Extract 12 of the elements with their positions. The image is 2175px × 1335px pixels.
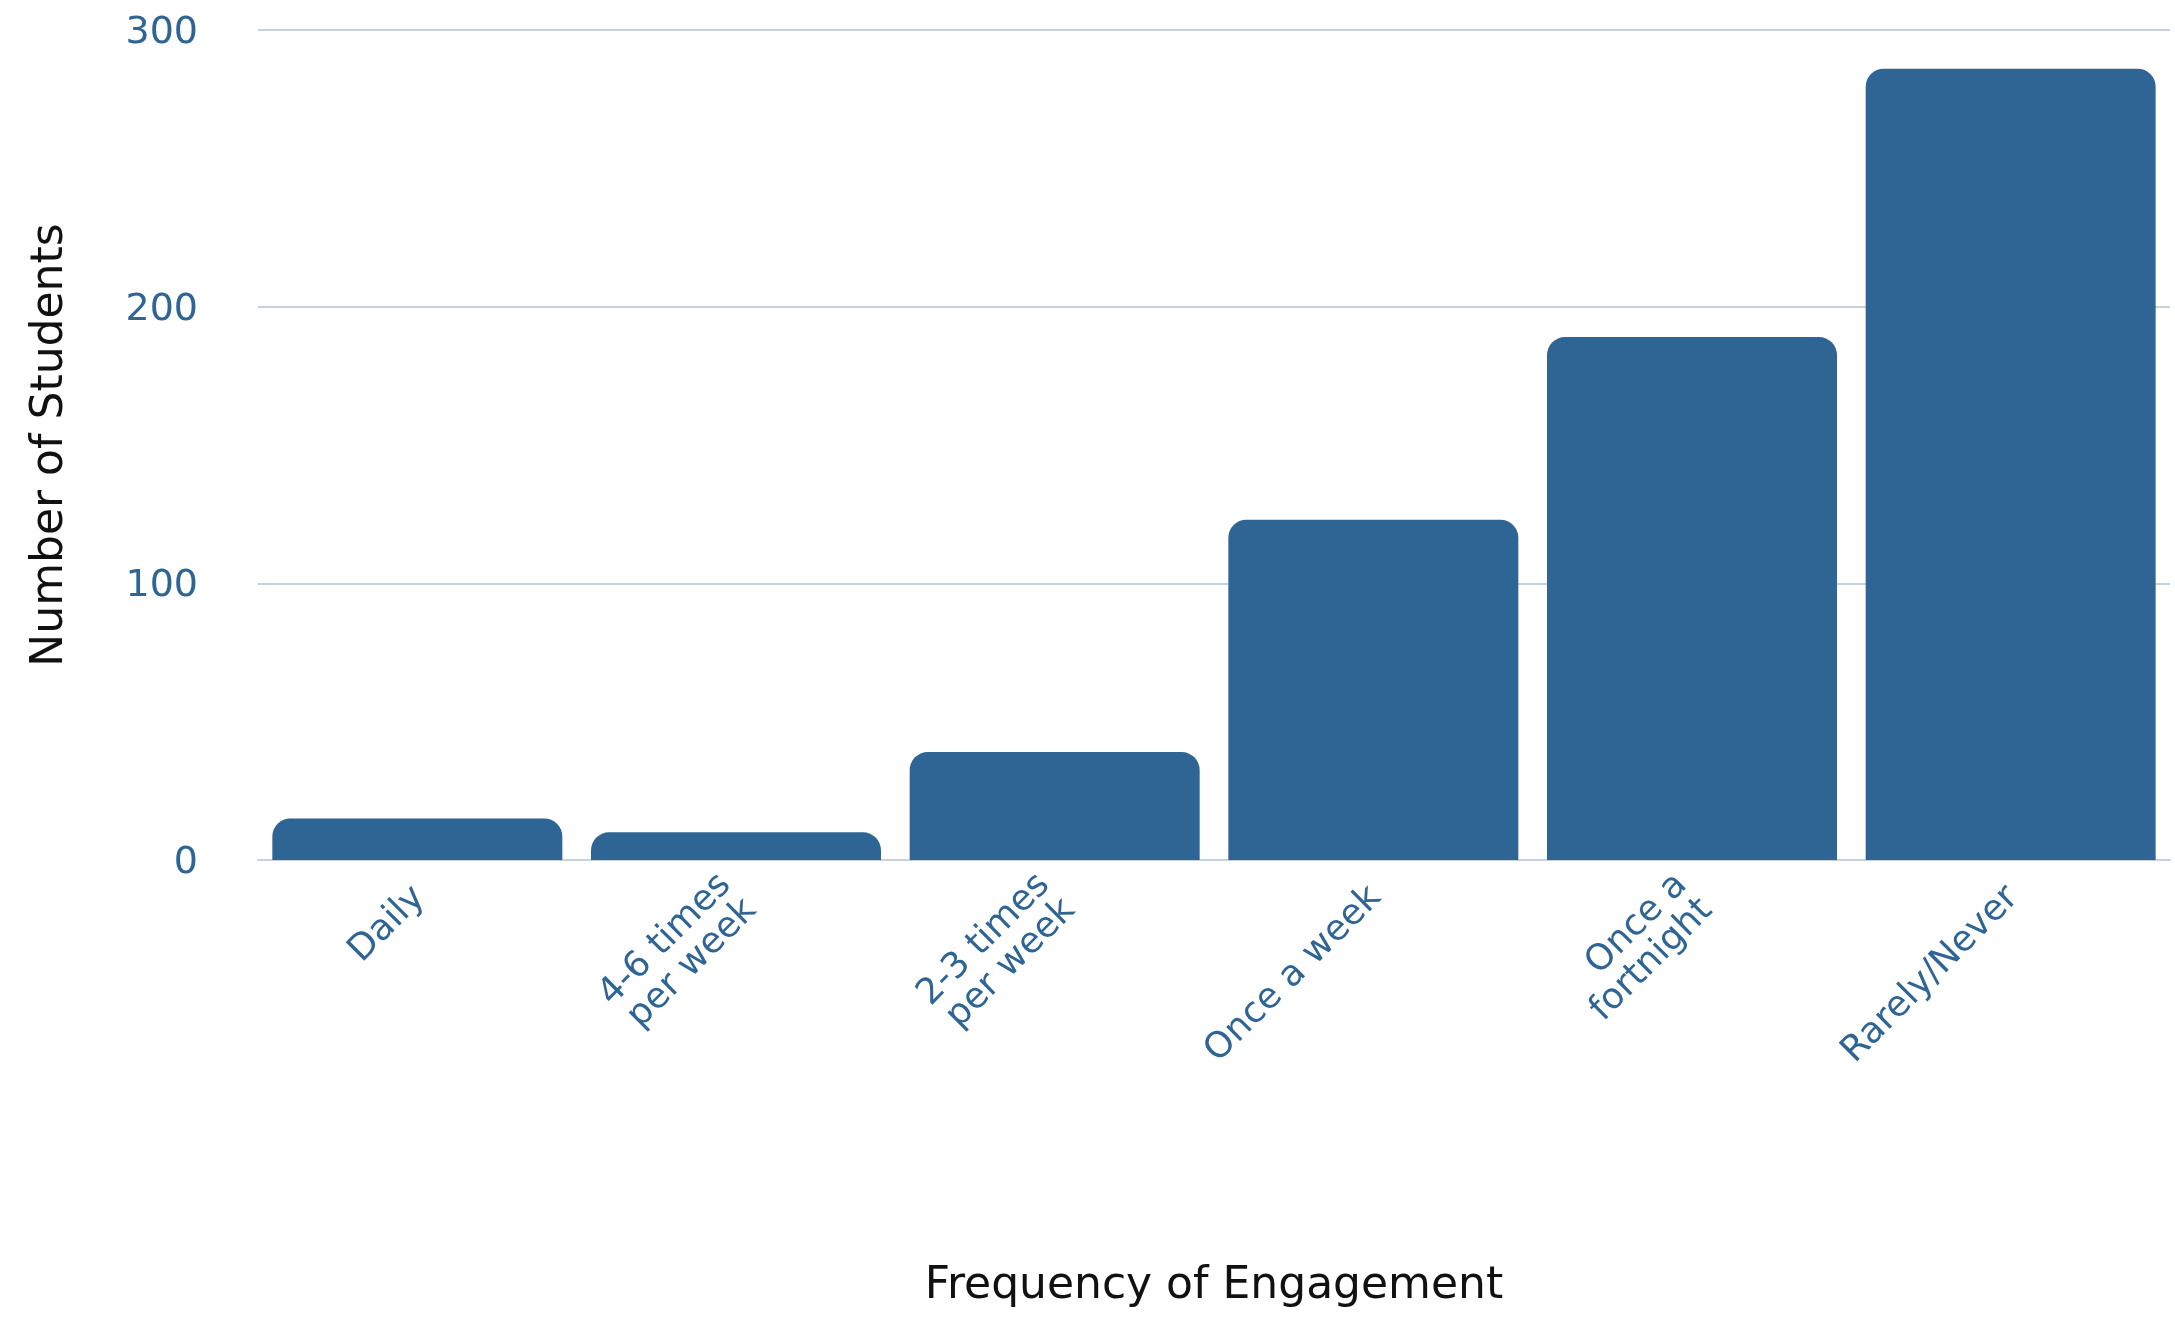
y-tick-label: 300	[125, 8, 198, 52]
y-tick-label: 0	[173, 838, 198, 882]
bar	[272, 818, 563, 860]
bar	[1865, 68, 2156, 860]
y-tick-label: 200	[125, 284, 198, 329]
bar	[591, 832, 881, 860]
y-axis-title: Number of Students	[20, 223, 72, 667]
bar	[909, 752, 1200, 860]
y-tick-label: 100	[125, 561, 198, 606]
x-axis-title: Frequency of Engagement	[924, 1256, 1504, 1308]
bar	[1228, 519, 1519, 860]
bar	[1547, 337, 1837, 860]
